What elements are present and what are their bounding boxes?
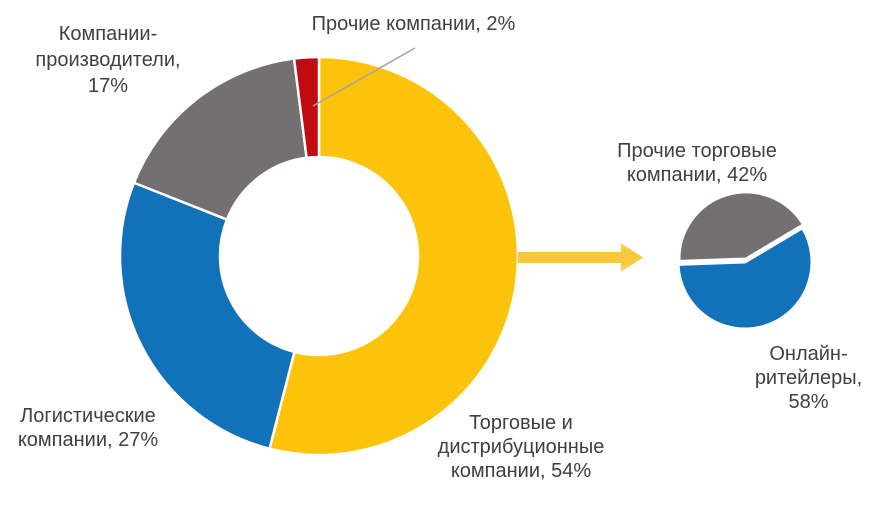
- label-line: компании, 27%: [17, 429, 159, 451]
- trade-companies-breakdown-pie: [676, 190, 814, 331]
- label-online-retailers: Онлайн- ритейлеры, 58%: [718, 342, 886, 414]
- label-trade-distribution: Торговые и дистрибуционные компании, 54%: [421, 411, 621, 483]
- label-other-companies: Прочие компании, 2%: [311, 12, 516, 36]
- label-line: Торговые и: [469, 412, 573, 434]
- flow-arrow: [518, 243, 643, 272]
- label-line: компании, 42%: [626, 164, 768, 186]
- pie-slice-online-retailers: [676, 226, 814, 331]
- label-line: Прочие торговые: [617, 140, 777, 162]
- label-other-trade-companies: Прочие торговые компании, 42%: [597, 139, 797, 187]
- label-line: Прочие компании, 2%: [311, 13, 516, 35]
- label-line: компании, 54%: [450, 460, 592, 482]
- label-line: Онлайн-: [769, 343, 848, 365]
- label-line: 58%: [788, 391, 829, 413]
- label-logistics: Логистические компании, 27%: [0, 404, 176, 452]
- label-line: ритейлеры,: [754, 367, 863, 389]
- label-line: производители,: [35, 49, 181, 71]
- label-line: 17%: [87, 75, 129, 97]
- callout-leader-line: [312, 47, 416, 107]
- donut-slice-producers: [132, 57, 308, 221]
- label-line: Логистические: [20, 405, 156, 427]
- donut-slice-logistics: [118, 181, 296, 450]
- pie-slice-other-trade-companies: [677, 190, 806, 263]
- market-structure-donut: [118, 55, 520, 457]
- donut-slice-trade-distribution: [268, 55, 520, 457]
- label-producers: Компании- производители, 17%: [17, 21, 199, 99]
- label-line: Компании-: [58, 23, 158, 45]
- donut-slice-other-companies: [292, 55, 321, 160]
- label-line: дистрибуционные: [437, 436, 605, 458]
